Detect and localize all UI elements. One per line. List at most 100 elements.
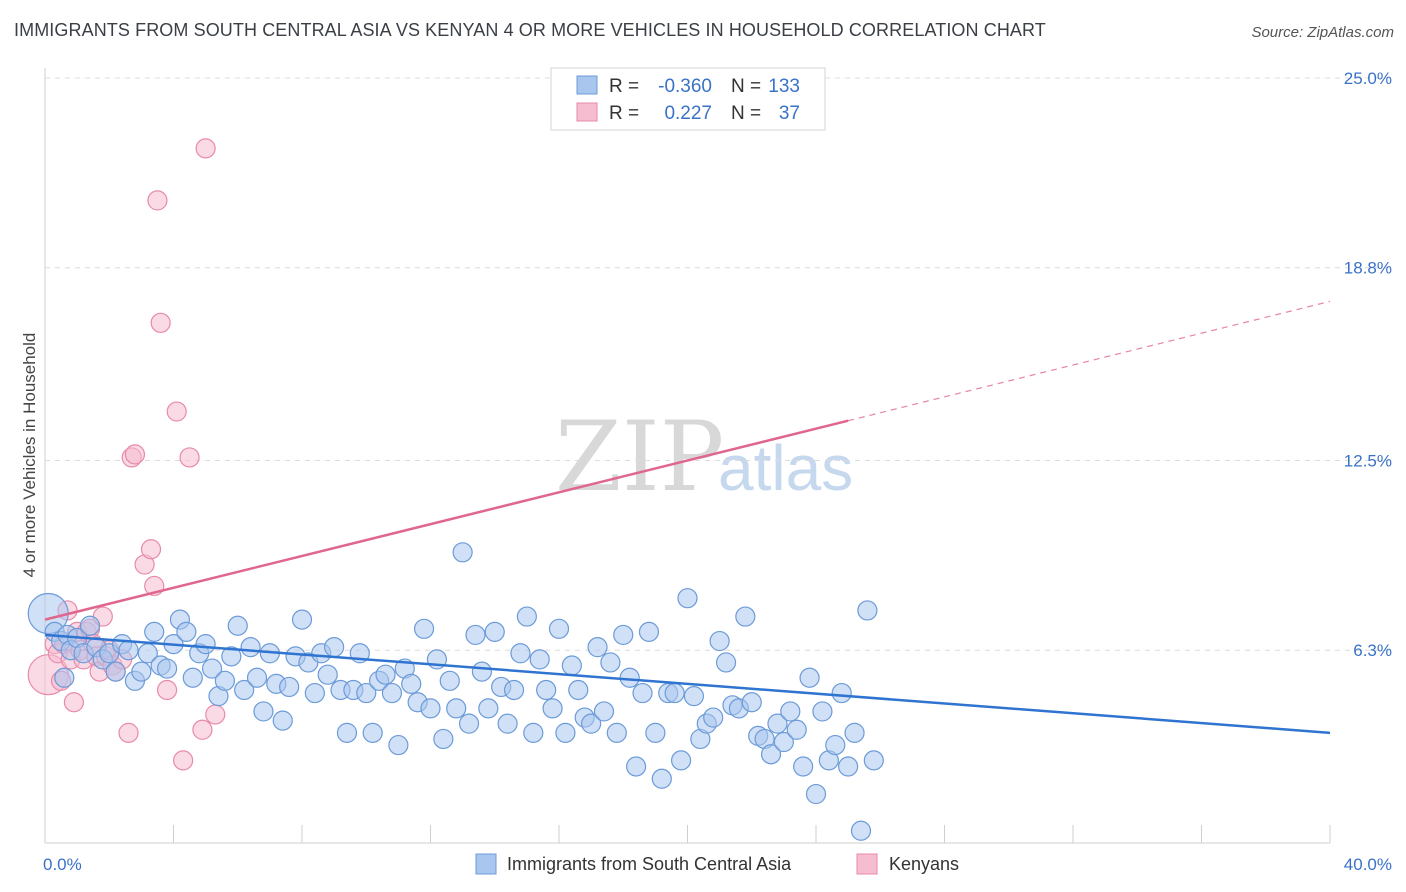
- trend-line-south-central-asia: [44, 633, 1331, 735]
- south-central-asia-point: [838, 756, 859, 777]
- south-central-asia-point: [825, 734, 846, 756]
- south-central-asia-point: [568, 679, 589, 701]
- south-central-asia-point: [465, 624, 486, 646]
- south-central-asia-point: [375, 664, 396, 685]
- y-axis-label: 4 or more Vehicles in Household: [20, 333, 39, 578]
- south-central-asia-point: [613, 624, 634, 646]
- south-central-asia-point: [291, 609, 313, 630]
- south-central-asia-point: [214, 670, 235, 691]
- south-central-asia-point: [805, 783, 827, 805]
- series-swatch-blue: [475, 853, 497, 875]
- south-central-asia-point: [767, 713, 788, 734]
- south-central-asia-point: [201, 658, 223, 679]
- kenyans-point: [140, 539, 162, 560]
- south-central-asia-point: [516, 606, 537, 627]
- south-central-asia-point: [793, 756, 814, 777]
- south-central-asia-point: [131, 661, 152, 682]
- y-tick-label: 12.5%: [1344, 452, 1392, 471]
- trend-lines: [44, 300, 1331, 735]
- south-central-asia-point: [638, 621, 660, 642]
- south-central-asia-point: [709, 630, 730, 652]
- south-central-asia-point: [478, 698, 499, 719]
- kenyans-point: [205, 704, 226, 725]
- south-central-asia-point: [156, 658, 178, 679]
- stats-legend: R = -0.360 N = 133 R = 0.227 N = 37: [550, 67, 826, 131]
- south-central-asia-point: [536, 679, 557, 701]
- watermark-zip: ZIP: [555, 401, 724, 513]
- south-central-asia-point: [458, 713, 480, 734]
- south-central-asia-point: [317, 664, 338, 685]
- south-central-asia-point: [529, 649, 550, 670]
- y-tick-label: 6.3%: [1353, 641, 1392, 660]
- south-central-asia-point: [272, 710, 293, 731]
- south-central-asia-point: [497, 713, 518, 734]
- south-central-asia-point: [600, 652, 621, 673]
- y-tick-label: 25.0%: [1344, 69, 1392, 88]
- kenyans-point: [156, 679, 178, 701]
- south-central-asia-point: [760, 744, 782, 765]
- south-central-asia-point: [304, 682, 325, 704]
- south-central-asia-point: [561, 655, 582, 676]
- south-central-asia-point: [324, 637, 345, 658]
- legend-n-label-2: N =: [731, 103, 761, 124]
- south-central-asia-point: [664, 682, 685, 704]
- south-central-asia-point: [645, 722, 666, 743]
- trend-line-kenyans-extension: [847, 300, 1331, 422]
- south-central-asia-point: [246, 667, 268, 688]
- south-central-asia-point: [176, 621, 197, 642]
- south-central-asia-point: [735, 606, 756, 627]
- south-central-asia-point: [433, 728, 454, 750]
- south-central-asia-point: [503, 679, 525, 701]
- kenyans-point: [150, 312, 171, 333]
- legend-swatch-blue: [576, 75, 598, 95]
- south-central-asia-point: [844, 722, 865, 743]
- kenyans-point: [118, 722, 139, 743]
- source-label: Source: ZipAtlas.com: [1251, 24, 1394, 41]
- legend-n-value-2: 37: [779, 103, 800, 124]
- south-central-asia-point: [446, 698, 467, 719]
- south-central-asia-point: [484, 621, 505, 642]
- legend-n-label-1: N =: [731, 76, 761, 97]
- series-name-blue: Immigrants from South Central Asia: [507, 854, 792, 874]
- south-central-asia-point: [182, 667, 203, 688]
- south-central-asia-point: [336, 722, 358, 743]
- series-name-pink: Kenyans: [889, 854, 959, 874]
- south-central-asia-point: [471, 661, 492, 682]
- south-central-asia-point: [773, 731, 794, 753]
- south-central-asia-point: [381, 682, 403, 704]
- south-central-asia-point: [780, 701, 801, 722]
- south-central-asia-point: [799, 667, 820, 688]
- trend-line-kenyans: [44, 419, 849, 621]
- south-central-asia-points: [27, 542, 884, 841]
- south-central-asia-point: [850, 820, 872, 841]
- south-central-asia-point: [703, 707, 724, 728]
- kenyans-point: [63, 692, 85, 713]
- x-tick-label: 40.0%: [1344, 855, 1392, 874]
- watermark: ZIP atlas: [555, 401, 853, 513]
- kenyans-point: [192, 719, 213, 740]
- south-central-asia-point: [356, 682, 377, 704]
- south-central-asia-point: [651, 768, 672, 789]
- south-central-asia-point: [420, 698, 441, 719]
- legend-swatch-pink: [576, 102, 598, 122]
- south-central-asia-point: [195, 633, 216, 655]
- south-central-asia-point: [587, 637, 608, 658]
- series-swatch-pink: [856, 853, 878, 875]
- south-central-asia-point: [240, 637, 261, 658]
- south-central-asia-point: [632, 682, 653, 704]
- kenyans-point: [166, 401, 187, 422]
- south-central-asia-point: [362, 722, 383, 743]
- south-central-asia-point: [523, 722, 544, 743]
- south-central-asia-point: [234, 679, 255, 701]
- south-central-asia-point: [786, 719, 807, 740]
- south-central-asia-point: [542, 698, 563, 719]
- watermark-atlas: atlas: [718, 432, 853, 504]
- kenyans-point: [173, 750, 194, 771]
- legend-r-value-1: -0.360: [658, 76, 712, 97]
- south-central-asia-point: [741, 692, 762, 713]
- south-central-asia-point: [510, 643, 531, 664]
- south-central-asia-point: [388, 734, 409, 756]
- legend-r-label-1: R =: [609, 76, 639, 97]
- south-central-asia-point: [593, 701, 615, 722]
